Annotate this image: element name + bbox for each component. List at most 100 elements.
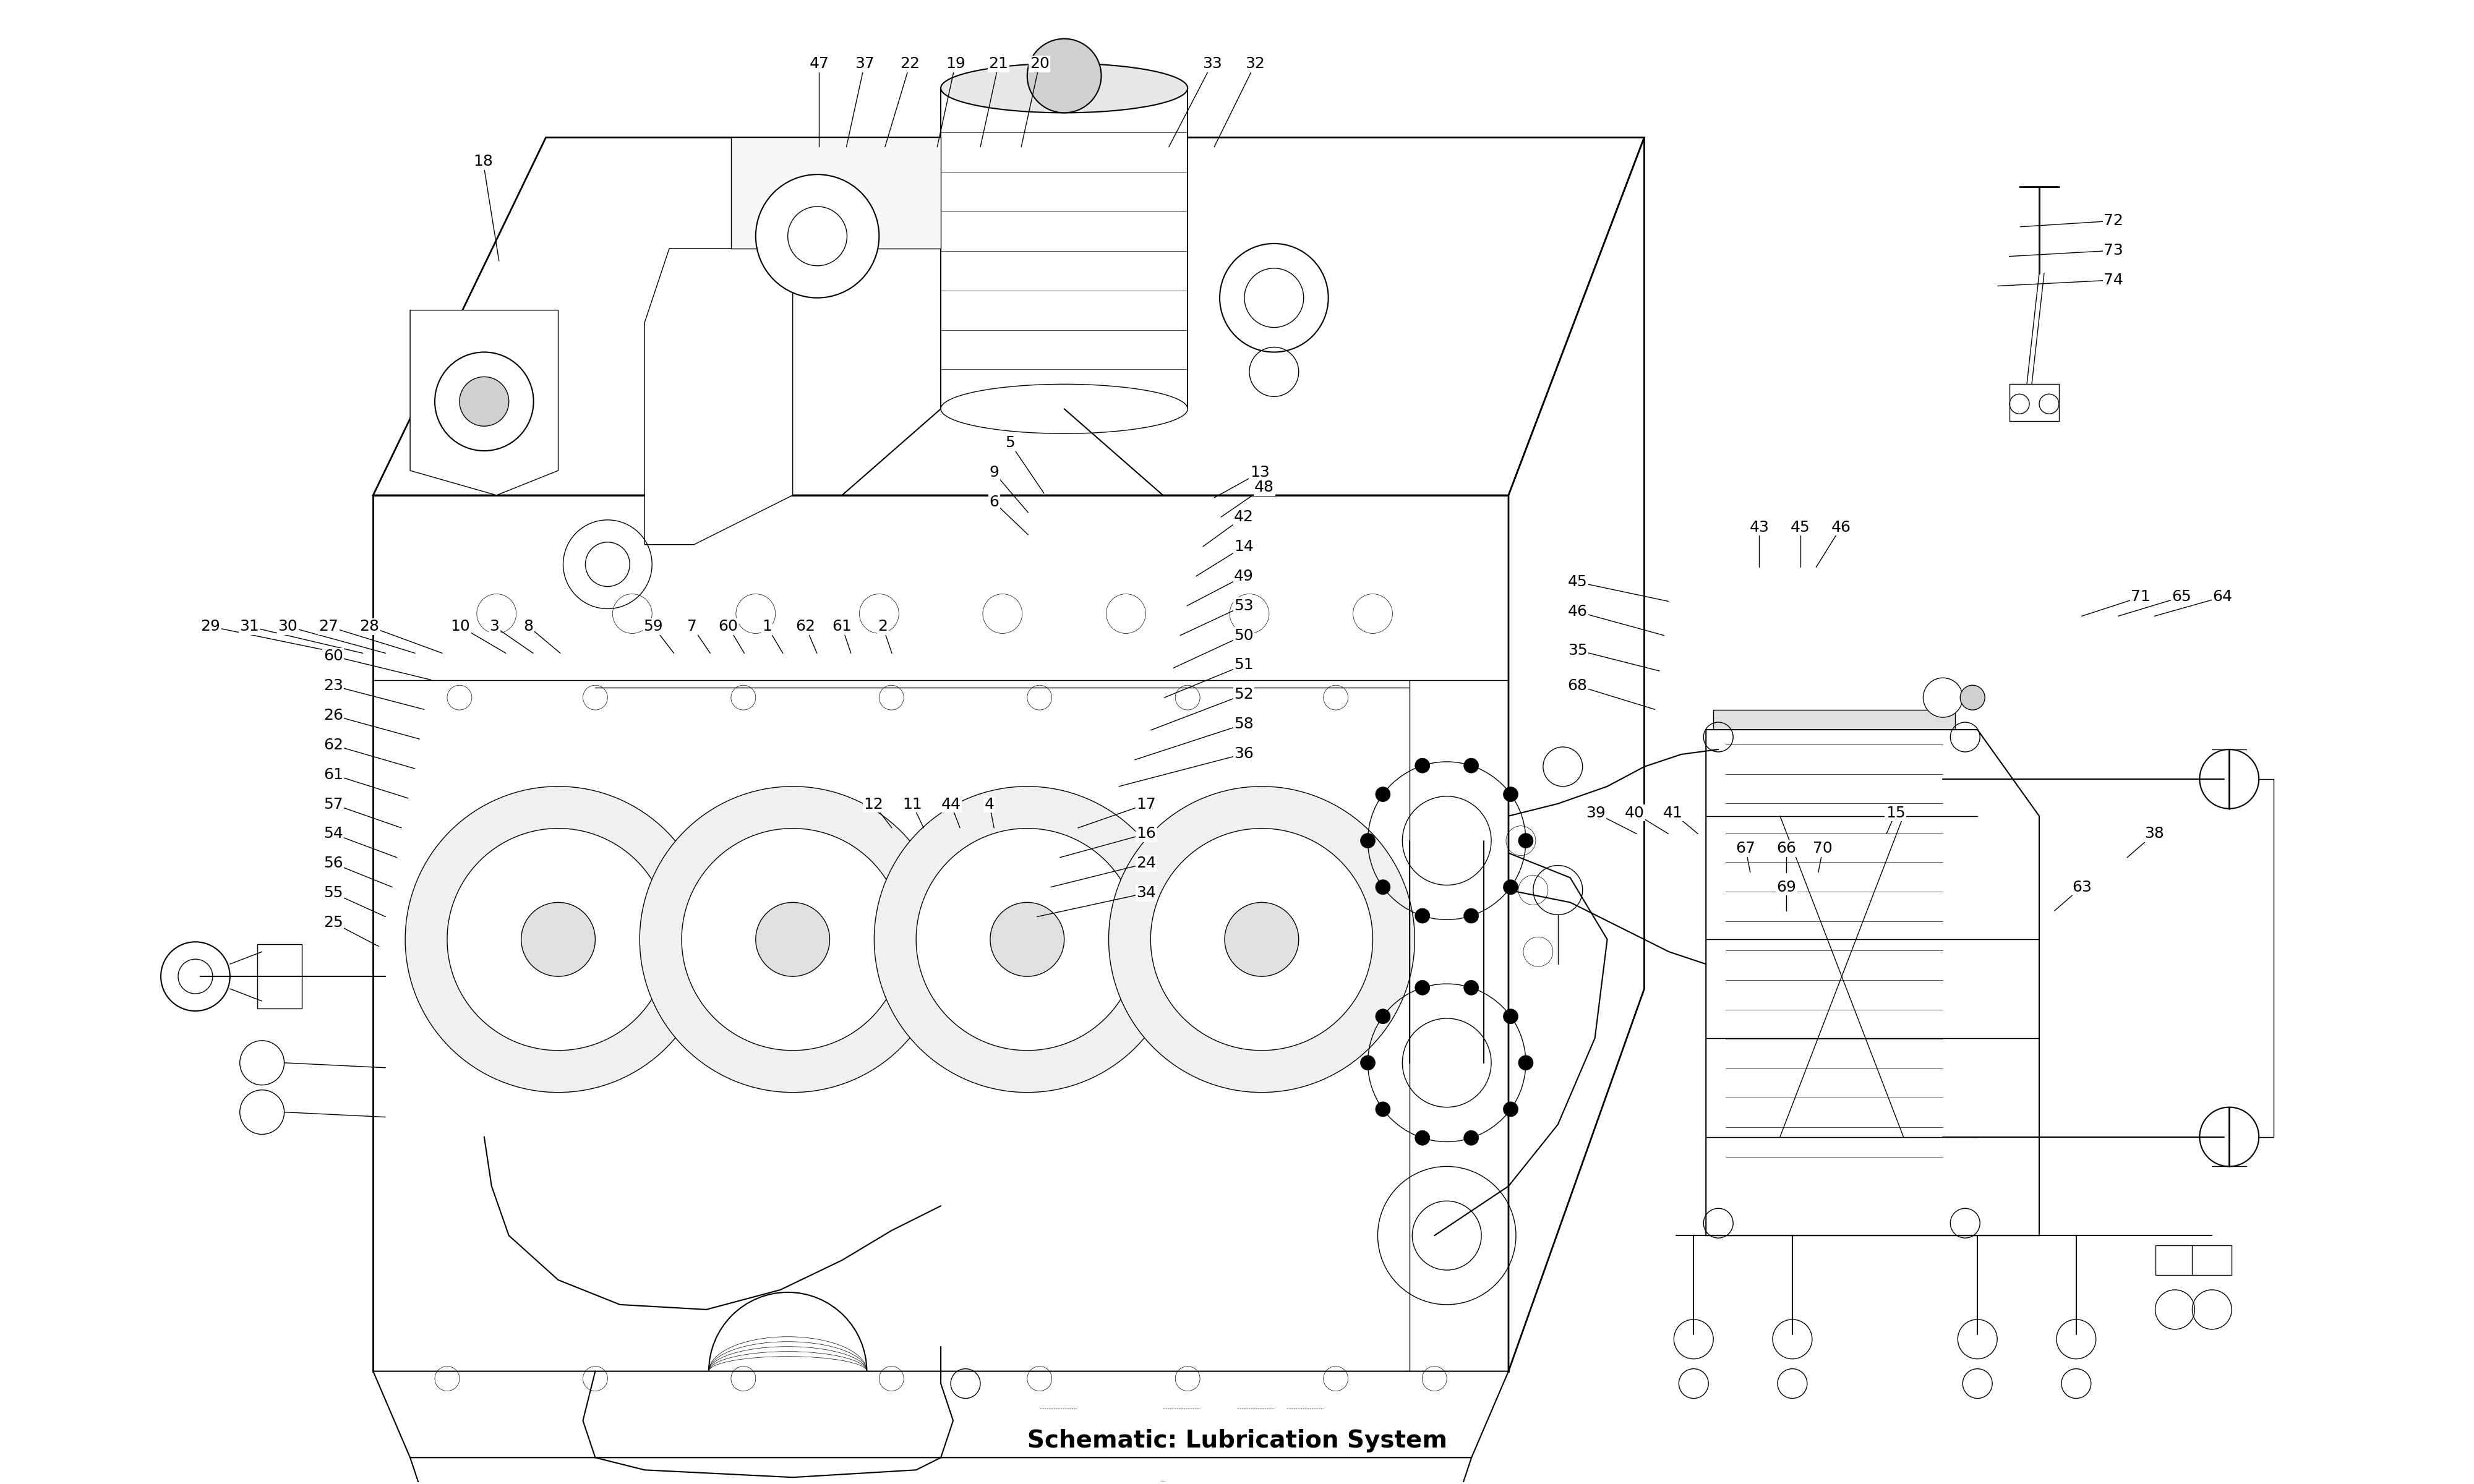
Circle shape: [1504, 787, 1519, 801]
Text: 15: 15: [1885, 806, 1905, 821]
Text: 24: 24: [1136, 856, 1155, 871]
Bar: [940, 88, 1188, 410]
Bar: [1714, 1181, 1954, 1206]
Text: 47: 47: [809, 56, 829, 71]
Text: 34: 34: [1136, 886, 1155, 901]
Circle shape: [435, 352, 534, 451]
Text: 26: 26: [324, 708, 344, 723]
Bar: [1727, 730, 1942, 1186]
Text: 22: 22: [901, 56, 920, 71]
Circle shape: [1225, 902, 1299, 976]
Text: 20: 20: [1029, 56, 1049, 71]
Text: 74: 74: [2103, 273, 2123, 288]
Circle shape: [1959, 686, 1984, 709]
Text: 30: 30: [277, 619, 297, 634]
Text: 2: 2: [878, 619, 888, 634]
Circle shape: [641, 787, 945, 1092]
Text: 61: 61: [324, 767, 344, 782]
Text: 57: 57: [324, 797, 344, 812]
Circle shape: [1465, 981, 1479, 996]
Text: 72: 72: [2103, 214, 2123, 229]
Text: 54: 54: [324, 827, 344, 841]
Text: 48: 48: [1254, 479, 1274, 494]
Text: 32: 32: [1244, 56, 1264, 71]
Text: 23: 23: [324, 678, 344, 693]
Circle shape: [406, 787, 710, 1092]
Text: 36: 36: [1235, 746, 1254, 761]
Text: 11: 11: [903, 797, 923, 812]
Text: 58: 58: [1235, 717, 1254, 732]
Text: 28: 28: [359, 619, 379, 634]
Circle shape: [990, 902, 1064, 976]
Text: 45: 45: [1791, 519, 1811, 534]
Circle shape: [1504, 1009, 1519, 1024]
Text: 46: 46: [1569, 604, 1588, 619]
Circle shape: [873, 787, 1180, 1092]
Polygon shape: [374, 1371, 1509, 1457]
Circle shape: [1361, 834, 1376, 849]
Text: 12: 12: [863, 797, 883, 812]
Circle shape: [2056, 1319, 2095, 1359]
Text: 27: 27: [319, 619, 339, 634]
Text: 60: 60: [717, 619, 737, 634]
Text: 56: 56: [324, 856, 344, 871]
Text: 38: 38: [2145, 827, 2165, 841]
Text: 60: 60: [324, 649, 344, 663]
Text: 46: 46: [1831, 519, 1851, 534]
Circle shape: [1027, 39, 1101, 113]
Text: 42: 42: [1235, 509, 1254, 524]
Text: 68: 68: [1569, 678, 1588, 693]
Text: 6: 6: [990, 494, 999, 509]
Text: 35: 35: [1569, 643, 1588, 657]
Circle shape: [161, 942, 230, 1011]
Text: 40: 40: [1625, 806, 1645, 821]
Text: 37: 37: [856, 56, 873, 71]
Text: 1: 1: [762, 619, 772, 634]
Text: 5: 5: [1004, 435, 1014, 450]
Text: 66: 66: [1776, 841, 1796, 856]
Circle shape: [915, 828, 1138, 1051]
Circle shape: [1150, 828, 1373, 1051]
Text: 62: 62: [797, 619, 816, 634]
Text: 45: 45: [1569, 574, 1588, 589]
Text: 8: 8: [524, 619, 534, 634]
Circle shape: [1415, 908, 1430, 923]
Polygon shape: [1509, 138, 1645, 1371]
Text: 10: 10: [450, 619, 470, 634]
Text: 33: 33: [1202, 56, 1222, 71]
Circle shape: [1504, 880, 1519, 895]
Circle shape: [1415, 758, 1430, 773]
Text: 67: 67: [1737, 841, 1757, 856]
Circle shape: [1519, 1055, 1534, 1070]
Text: 73: 73: [2103, 243, 2123, 258]
Text: 55: 55: [324, 886, 344, 901]
Circle shape: [2199, 1107, 2259, 1166]
Circle shape: [448, 828, 670, 1051]
Circle shape: [1675, 1319, 1714, 1359]
Circle shape: [755, 902, 829, 976]
Text: 19: 19: [945, 56, 965, 71]
Text: 7: 7: [688, 619, 698, 634]
Circle shape: [522, 902, 596, 976]
Bar: [2192, 1245, 2232, 1275]
Circle shape: [460, 377, 510, 426]
Text: 25: 25: [324, 916, 344, 930]
Text: 63: 63: [2071, 880, 2091, 895]
Text: 4: 4: [985, 797, 995, 812]
Text: 64: 64: [2212, 589, 2232, 604]
Polygon shape: [374, 138, 1645, 496]
Text: 71: 71: [2130, 589, 2150, 604]
Polygon shape: [730, 138, 940, 248]
Circle shape: [1465, 1131, 1479, 1146]
Text: 50: 50: [1235, 628, 1254, 643]
Text: 53: 53: [1235, 598, 1254, 613]
Text: Schematic: Lubrication System: Schematic: Lubrication System: [1027, 1429, 1447, 1453]
Bar: [257, 944, 302, 1009]
Text: 65: 65: [2172, 589, 2192, 604]
Polygon shape: [1707, 730, 2039, 1236]
Text: 14: 14: [1235, 539, 1254, 554]
Circle shape: [1922, 678, 1962, 717]
Circle shape: [1415, 1131, 1430, 1146]
Circle shape: [1504, 1101, 1519, 1116]
Ellipse shape: [940, 64, 1188, 113]
